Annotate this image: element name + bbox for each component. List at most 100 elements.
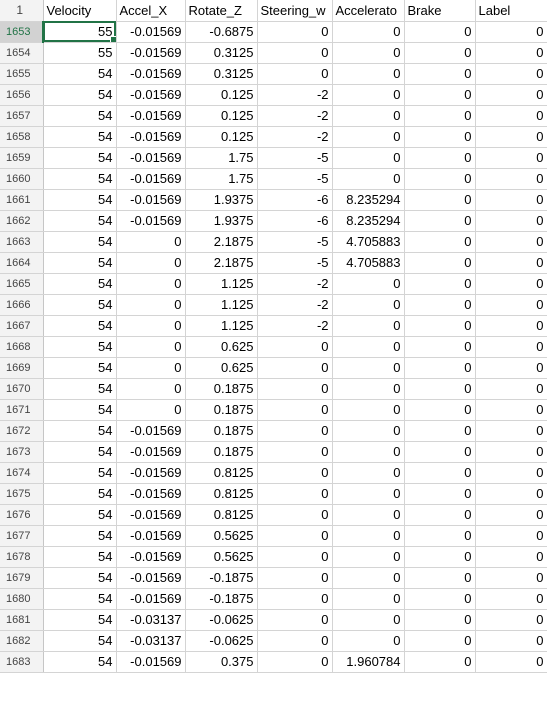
- cell[interactable]: 0: [332, 378, 405, 400]
- cell[interactable]: -0.01569: [116, 126, 186, 148]
- row-header[interactable]: 1680: [0, 588, 44, 610]
- row-header[interactable]: 1683: [0, 651, 44, 673]
- row-header[interactable]: 1664: [0, 252, 44, 274]
- cell[interactable]: 54: [43, 567, 117, 589]
- cell[interactable]: -5: [257, 168, 333, 190]
- cell[interactable]: 0: [404, 336, 476, 358]
- cell[interactable]: 0.5625: [185, 525, 258, 547]
- cell[interactable]: 0: [475, 462, 547, 484]
- cell[interactable]: 0: [332, 483, 405, 505]
- cell[interactable]: 0: [332, 567, 405, 589]
- cell[interactable]: 0: [332, 168, 405, 190]
- cell[interactable]: 0: [332, 42, 405, 64]
- column-header-velocity[interactable]: Velocity: [43, 0, 117, 22]
- cell[interactable]: 0: [332, 357, 405, 379]
- cell[interactable]: 0: [404, 357, 476, 379]
- row-header[interactable]: 1660: [0, 168, 44, 190]
- row-header[interactable]: 1676: [0, 504, 44, 526]
- cell[interactable]: -0.01569: [116, 651, 186, 673]
- cell[interactable]: 0: [332, 84, 405, 106]
- cell[interactable]: -0.0625: [185, 609, 258, 631]
- row-header[interactable]: 1675: [0, 483, 44, 505]
- column-header-brake[interactable]: Brake: [404, 0, 476, 22]
- cell[interactable]: 0: [404, 441, 476, 463]
- cell[interactable]: 54: [43, 336, 117, 358]
- cell[interactable]: -0.03137: [116, 609, 186, 631]
- cell[interactable]: 0: [475, 63, 547, 85]
- cell[interactable]: 0: [475, 504, 547, 526]
- cell[interactable]: 0.3125: [185, 63, 258, 85]
- column-header-accel-x[interactable]: Accel_X: [116, 0, 186, 22]
- cell[interactable]: 0: [116, 273, 186, 295]
- cell[interactable]: -5: [257, 231, 333, 253]
- cell[interactable]: 0: [257, 42, 333, 64]
- cell[interactable]: 0.8125: [185, 483, 258, 505]
- cell[interactable]: 0.375: [185, 651, 258, 673]
- cell[interactable]: -0.01569: [116, 210, 186, 232]
- cell[interactable]: 0: [475, 357, 547, 379]
- cell[interactable]: 0: [116, 252, 186, 274]
- cell[interactable]: 0: [332, 21, 405, 43]
- cell[interactable]: -0.01569: [116, 168, 186, 190]
- cell[interactable]: 0: [475, 84, 547, 106]
- cell[interactable]: 54: [43, 504, 117, 526]
- cell[interactable]: 0: [404, 630, 476, 652]
- cell[interactable]: 54: [43, 588, 117, 610]
- cell[interactable]: 0: [257, 441, 333, 463]
- cell[interactable]: -0.01569: [116, 441, 186, 463]
- cell[interactable]: 0: [404, 168, 476, 190]
- cell[interactable]: 0: [116, 399, 186, 421]
- cell[interactable]: 1.9375: [185, 210, 258, 232]
- cell[interactable]: 55: [43, 42, 117, 64]
- cell[interactable]: -2: [257, 294, 333, 316]
- cell[interactable]: 0: [257, 630, 333, 652]
- cell[interactable]: 0: [332, 147, 405, 169]
- cell[interactable]: 0: [257, 21, 333, 43]
- cell[interactable]: 0: [475, 126, 547, 148]
- cell[interactable]: -0.01569: [116, 588, 186, 610]
- cell[interactable]: 0.8125: [185, 504, 258, 526]
- cell[interactable]: 54: [43, 210, 117, 232]
- cell[interactable]: 0.1875: [185, 420, 258, 442]
- cell[interactable]: -2: [257, 126, 333, 148]
- cell[interactable]: 0: [257, 546, 333, 568]
- cell[interactable]: -2: [257, 105, 333, 127]
- cell[interactable]: 0: [404, 84, 476, 106]
- cell[interactable]: 0: [404, 294, 476, 316]
- row-header[interactable]: 1661: [0, 189, 44, 211]
- row-header[interactable]: 1669: [0, 357, 44, 379]
- row-header[interactable]: 1654: [0, 42, 44, 64]
- cell[interactable]: 0: [475, 105, 547, 127]
- cell[interactable]: 54: [43, 147, 117, 169]
- cell[interactable]: 0: [404, 189, 476, 211]
- cell[interactable]: 0: [475, 315, 547, 337]
- cell[interactable]: 1.75: [185, 168, 258, 190]
- row-header[interactable]: 1674: [0, 462, 44, 484]
- cell[interactable]: 0: [116, 231, 186, 253]
- column-header-steering[interactable]: Steering_w: [257, 0, 333, 22]
- cell[interactable]: 54: [43, 483, 117, 505]
- cell[interactable]: 0: [332, 630, 405, 652]
- cell[interactable]: 0: [257, 357, 333, 379]
- cell[interactable]: 54: [43, 546, 117, 568]
- cell[interactable]: 0: [332, 420, 405, 442]
- spreadsheet-grid[interactable]: 1 Velocity Accel_X Rotate_Z Steering_w A…: [0, 0, 547, 673]
- cell[interactable]: 54: [43, 651, 117, 673]
- cell[interactable]: 0: [404, 546, 476, 568]
- cell[interactable]: 0: [404, 63, 476, 85]
- cell[interactable]: 0: [404, 210, 476, 232]
- cell[interactable]: 0: [332, 609, 405, 631]
- cell[interactable]: 54: [43, 273, 117, 295]
- cell[interactable]: 54: [43, 525, 117, 547]
- row-header[interactable]: 1667: [0, 315, 44, 337]
- cell[interactable]: 1.125: [185, 294, 258, 316]
- cell[interactable]: 0.3125: [185, 42, 258, 64]
- cell[interactable]: -0.01569: [116, 63, 186, 85]
- cell[interactable]: 0: [475, 210, 547, 232]
- cell[interactable]: 1.125: [185, 273, 258, 295]
- cell[interactable]: 54: [43, 294, 117, 316]
- cell[interactable]: 0: [404, 609, 476, 631]
- cell[interactable]: 0: [475, 252, 547, 274]
- cell[interactable]: 54: [43, 462, 117, 484]
- cell[interactable]: 0: [404, 21, 476, 43]
